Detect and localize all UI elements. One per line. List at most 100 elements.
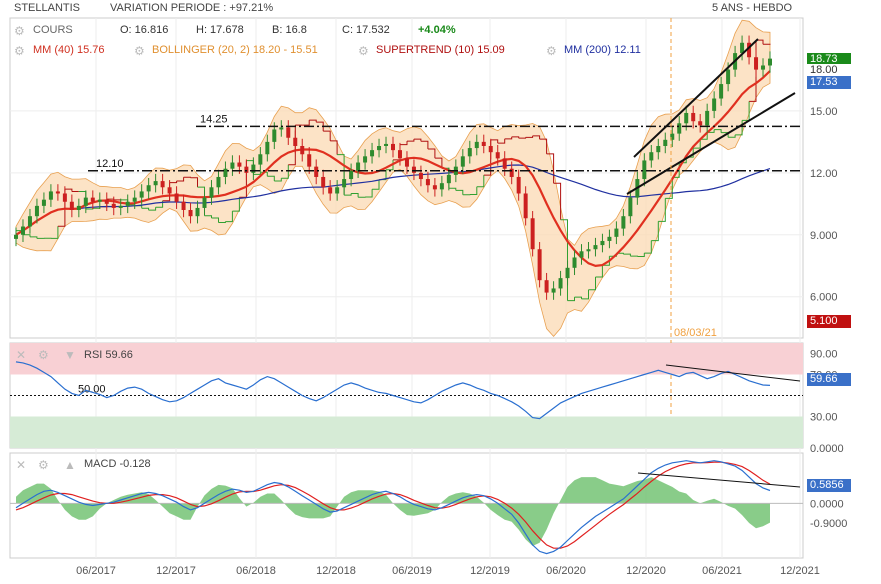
candle-body: [600, 241, 604, 245]
candle-body: [112, 204, 116, 208]
symbol-title: STELLANTIS: [14, 2, 80, 14]
gear-icon[interactable]: ⚙: [14, 44, 25, 58]
legend-bollinger[interactable]: BOLLINGER (20, 2) 18.20 - 15.51: [152, 44, 318, 56]
settings-icon[interactable]: ⚙: [14, 24, 25, 38]
candle-body: [405, 158, 409, 166]
gear-icon[interactable]: ⚙: [38, 348, 49, 362]
candle-body: [593, 245, 597, 249]
candle-body: [328, 187, 332, 193]
candle-body: [230, 163, 234, 169]
candle-body: [677, 123, 681, 133]
candle-body: [656, 146, 660, 152]
candle-body: [272, 129, 276, 141]
rsi-tick-label: 30.00: [810, 412, 838, 424]
candle-body: [56, 191, 60, 193]
x-tick-label: 06/2018: [236, 565, 276, 577]
ohlc-close: C: 17.532: [342, 24, 390, 36]
gear-icon[interactable]: ⚙: [134, 44, 145, 58]
panel-frame-1: [10, 18, 803, 338]
candle-body: [391, 144, 395, 150]
gear-icon[interactable]: ⚙: [38, 458, 49, 472]
candle-body: [126, 202, 130, 206]
candle-body: [607, 237, 611, 241]
candle-body: [154, 181, 158, 185]
candle-body: [496, 152, 500, 158]
variation-text: VARIATION PERIODE : +97.21%: [110, 2, 273, 14]
candle-body: [161, 181, 165, 187]
candle-body: [133, 198, 137, 202]
y-tick-label: 9.000: [810, 230, 838, 242]
rsi-tick-label: 90.00: [810, 349, 838, 361]
y-tick-label: 12.00: [810, 168, 838, 180]
candle-body: [223, 169, 227, 177]
legend-mm200[interactable]: MM (200) 12.11: [564, 44, 641, 56]
candle-body: [147, 185, 151, 191]
ohlc-low: B: 16.8: [272, 24, 307, 36]
candle-body: [279, 127, 283, 129]
legend-cours[interactable]: COURS: [33, 24, 73, 36]
macd-histogram: [16, 477, 770, 546]
candle-body: [552, 288, 556, 292]
gear-icon[interactable]: ⚙: [358, 44, 369, 58]
candle-body: [524, 193, 528, 218]
candle-body: [545, 280, 549, 292]
candle-body: [573, 257, 577, 267]
candle-body: [140, 191, 144, 197]
supertrend-step: [184, 177, 191, 178]
candle-body: [468, 148, 472, 156]
legend-macd: MACD -0.128: [84, 458, 151, 470]
candle-body: [628, 198, 632, 217]
candle-body: [237, 163, 241, 167]
x-tick-label: 12/2020: [626, 565, 666, 577]
candle-body: [663, 140, 667, 146]
bollinger-band: [16, 20, 770, 336]
candle-body: [510, 169, 514, 177]
arrow-up-icon[interactable]: ▲: [64, 458, 76, 472]
ohlc-open: O: 16.816: [120, 24, 168, 36]
candle-body: [196, 208, 200, 216]
x-tick-label: 12/2021: [780, 565, 820, 577]
badge-price-low: 5.100: [807, 315, 851, 328]
candle-body: [698, 121, 702, 125]
candle-body: [356, 163, 360, 171]
candle-body: [580, 251, 584, 257]
x-tick-label: 06/2020: [546, 565, 586, 577]
candle-body: [70, 202, 74, 210]
legend-rsi: RSI 59.66: [84, 349, 133, 361]
candle-body: [203, 198, 207, 208]
legend-mm40[interactable]: MM (40) 15.76: [33, 44, 105, 56]
ohlc-change: +4.04%: [418, 24, 456, 36]
x-tick-label: 12/2018: [316, 565, 356, 577]
close-icon[interactable]: ✕: [16, 348, 26, 362]
candle-body: [649, 152, 653, 160]
macd-tick-label: -0.9000: [810, 518, 847, 530]
candle-body: [531, 218, 535, 249]
candle-body: [35, 206, 39, 216]
ohlc-high: H: 17.678: [196, 24, 244, 36]
candle-body: [91, 198, 95, 202]
candle-body: [286, 127, 290, 137]
x-tick-label: 06/2017: [76, 565, 116, 577]
level-label-low: 12.10: [96, 158, 124, 170]
date-marker-label: 08/03/21: [674, 327, 717, 339]
candle-body: [412, 167, 416, 173]
candle-body: [384, 144, 388, 146]
candle-body: [712, 99, 716, 111]
candle-body: [726, 70, 730, 84]
arrow-down-icon[interactable]: ▼: [64, 348, 76, 362]
candle-body: [559, 278, 563, 288]
candle-body: [21, 227, 25, 235]
candle-body: [293, 138, 297, 146]
rsi-tick-label: 0.0000: [810, 443, 844, 455]
macd-tick-label: 0.0000: [810, 498, 844, 510]
gear-icon[interactable]: ⚙: [546, 44, 557, 58]
legend-supertrend[interactable]: SUPERTREND (10) 15.09: [376, 44, 505, 56]
candle-body: [300, 146, 304, 154]
candle-body: [175, 193, 179, 201]
candle-body: [349, 171, 353, 179]
candle-body: [684, 113, 688, 123]
close-icon[interactable]: ✕: [16, 458, 26, 472]
candle-body: [440, 183, 444, 189]
candle-body: [244, 167, 248, 173]
